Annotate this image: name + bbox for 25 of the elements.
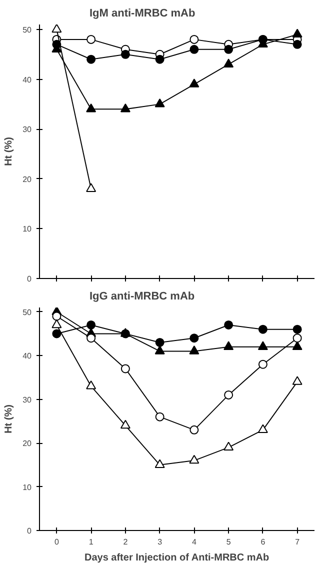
y-axis-title: Ht (%)	[4, 137, 15, 166]
y-tick-label: 0	[27, 526, 32, 536]
y-tick-label: 30	[22, 125, 32, 134]
x-axis-title: Days after Injection of Anti-MRBC mAb	[84, 552, 270, 564]
y-axis-title: Ht (%)	[4, 404, 15, 434]
y-tick-label: 20	[22, 174, 32, 184]
y-tick-label: 0	[27, 274, 32, 284]
y-tick-label: 20	[22, 439, 32, 448]
chart-title: IgG anti-MRBC mAb	[90, 290, 195, 302]
x-tick-label: 7	[295, 538, 300, 546]
y-tick-label: 30	[22, 395, 32, 404]
y-tick-label: 10	[22, 224, 32, 234]
x-tick-label: 0	[54, 538, 60, 546]
x-tick-label: 4	[192, 538, 197, 546]
y-tick-label: 50	[22, 25, 32, 34]
x-tick-label: 5	[226, 538, 232, 546]
chart-title: IgM anti-MRBC mAb	[90, 8, 196, 20]
y-tick-label: 40	[22, 352, 32, 361]
x-tick-label: 1	[88, 538, 94, 546]
x-tick-label: 2	[123, 538, 128, 546]
x-tick-label: 3	[158, 538, 163, 546]
x-tick-label: 6	[260, 538, 266, 546]
y-tick-label: 40	[22, 75, 32, 84]
y-tick-label: 50	[22, 308, 32, 317]
y-tick-label: 10	[22, 482, 32, 492]
